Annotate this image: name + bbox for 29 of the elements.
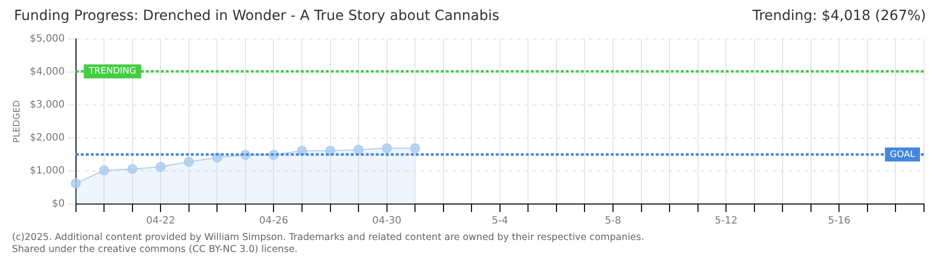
point xyxy=(296,146,307,156)
point xyxy=(70,178,81,188)
x-tick-label: 5-4 xyxy=(492,216,508,227)
x-tick-label: 04-22 xyxy=(146,216,176,227)
point xyxy=(354,144,364,155)
point xyxy=(184,156,194,167)
x-tick-label: 04-30 xyxy=(372,216,402,227)
point xyxy=(410,143,420,154)
y-tick-label: $1,000 xyxy=(30,166,65,177)
point xyxy=(127,164,138,174)
point xyxy=(382,143,392,154)
y-axis-title: PLEDGED xyxy=(12,100,23,143)
x-tick-label: 5-12 xyxy=(714,216,738,227)
chart-title: Funding Progress: Drenched in Wonder - A True Story about Cannabis xyxy=(14,8,500,26)
ref-line-label: TRENDING xyxy=(88,66,136,77)
point xyxy=(99,165,110,176)
y-tick-label: $4,000 xyxy=(30,66,65,78)
ref-line-label: GOAL xyxy=(890,150,916,160)
x-tick-label: 04-26 xyxy=(259,216,288,227)
y-tick-label: $3,000 xyxy=(30,100,65,111)
point xyxy=(156,162,166,172)
y-tick-label: $5,000 xyxy=(30,34,65,45)
text: (c)2025. Additional content provided by William Simpson. Trademarks and related content are owned by their respective companies. xyxy=(12,232,646,244)
chart-subtitle: Trending: $4,018 (267%) xyxy=(752,8,926,26)
x-tick-label: 5-16 xyxy=(828,216,851,227)
text: Shared under the creative commons (CC BY-NC 3.0) license. xyxy=(12,244,299,256)
x-tick-label: 5-8 xyxy=(604,216,622,227)
y-tick-label: $0 xyxy=(52,198,65,210)
y-tick-label: $2,000 xyxy=(30,132,65,144)
